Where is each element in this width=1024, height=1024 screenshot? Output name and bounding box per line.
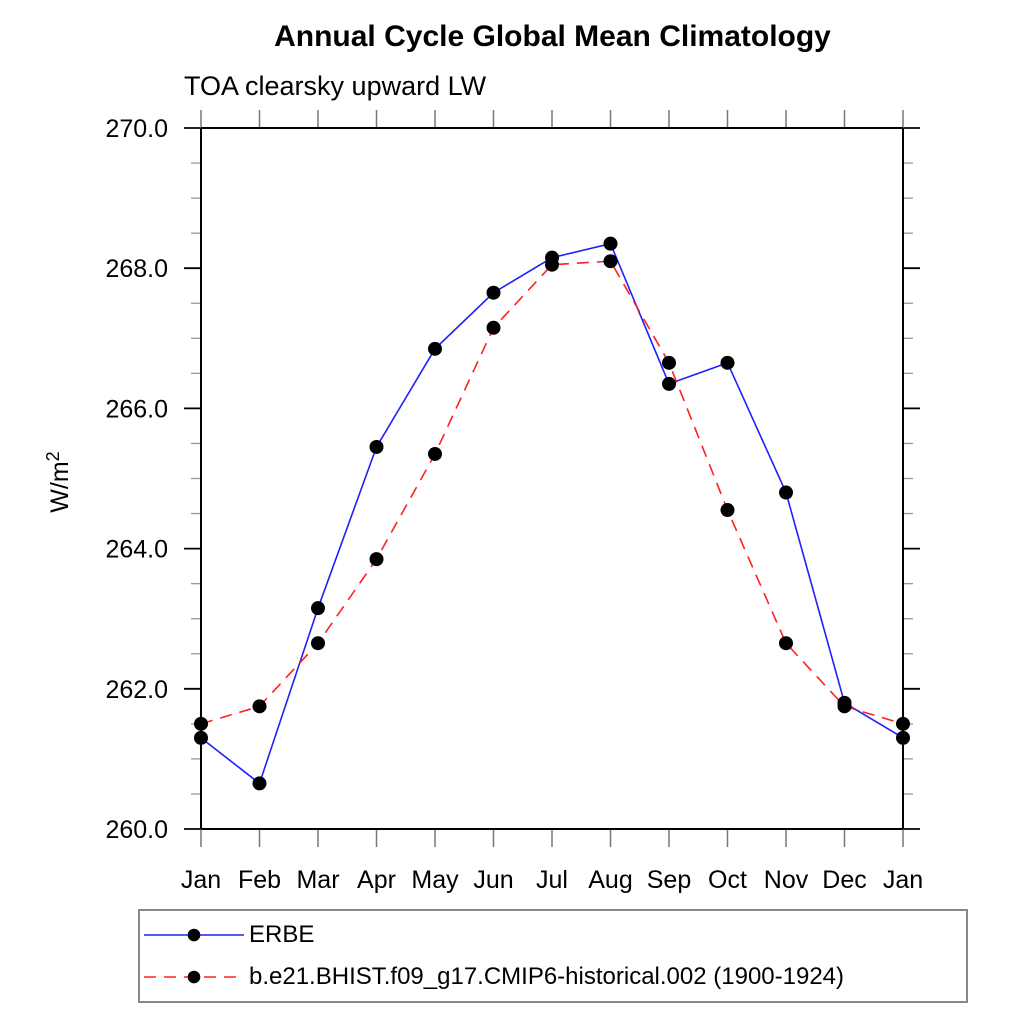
data-point: [545, 257, 559, 272]
x-tick-label: Jul: [536, 866, 568, 894]
x-tick-label: Oct: [708, 866, 747, 894]
data-point: [194, 716, 208, 731]
data-point: [194, 730, 208, 745]
y-tick-label: 260.0: [105, 816, 168, 844]
data-point: [311, 636, 325, 651]
x-tick-label: Feb: [238, 866, 281, 894]
legend-label: b.e21.BHIST.f09_g17.CMIP6-historical.002…: [249, 963, 845, 990]
x-tick-label: Mar: [296, 866, 339, 894]
y-tick-label: 268.0: [105, 255, 168, 283]
x-tick-label: Sep: [647, 866, 691, 894]
series-line-model: [200, 260, 904, 725]
data-point: [603, 254, 618, 269]
legend-marker: [187, 970, 201, 984]
data-point: [603, 236, 618, 251]
data-point: [369, 439, 384, 454]
legend-item: ERBE: [143, 921, 966, 948]
data-point: [779, 485, 793, 500]
legend: ERBE b.e21.BHIST.f09_g17.CMIP6-historical…: [138, 909, 968, 1003]
data-point: [428, 446, 442, 461]
data-point: [252, 776, 267, 791]
data-point: [896, 730, 910, 745]
data-point: [311, 601, 325, 616]
data-point: [486, 285, 501, 300]
legend-label: ERBE: [249, 921, 315, 948]
legend-sample: [144, 970, 244, 984]
x-tick-label: Dec: [822, 866, 866, 894]
y-axis-label: W/m2: [43, 451, 74, 512]
data-point: [662, 355, 676, 370]
legend-item: b.e21.BHIST.f09_g17.CMIP6-historical.002…: [143, 963, 966, 990]
chart-subtitle: TOA clearsky upward LW: [184, 71, 487, 101]
data-point: [486, 320, 501, 335]
chart-title: Annual Cycle Global Mean Climatology: [274, 20, 831, 53]
data-point: [428, 341, 442, 356]
legend-marker: [187, 928, 201, 942]
x-tick-label: Jan: [883, 866, 923, 894]
x-tick-label: Aug: [588, 866, 632, 894]
data-point: [662, 376, 676, 391]
x-tick-label: May: [411, 866, 459, 894]
y-tick-label: 270.0: [105, 115, 168, 143]
plot-area: 260.0 262.0 264.0 266.0 268.0 270.0 Jan Feb Mar A…: [43, 110, 923, 894]
x-tick-label: Jan: [181, 866, 221, 894]
data-point: [720, 503, 735, 518]
x-tick-label: Nov: [764, 866, 809, 894]
y-tick-label: 262.0: [105, 676, 168, 704]
y-tick-label: 264.0: [105, 536, 168, 564]
y-tick-label: 266.0: [105, 395, 168, 423]
data-point: [896, 716, 910, 731]
data-point: [837, 699, 852, 714]
x-tick-label: Jun: [473, 866, 513, 894]
data-point: [369, 552, 384, 567]
data-point: [779, 636, 793, 651]
series-line-erbe: [200, 242, 904, 785]
x-tick-label: Apr: [357, 866, 396, 894]
data-point: [252, 699, 267, 714]
data-point: [720, 355, 735, 370]
legend-sample: [144, 928, 244, 942]
